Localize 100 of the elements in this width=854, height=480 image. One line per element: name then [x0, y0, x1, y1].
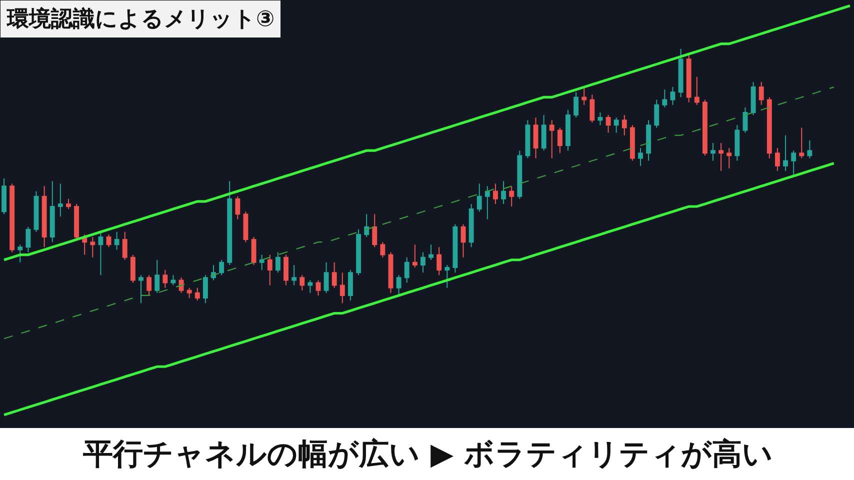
candlestick: [284, 254, 288, 286]
candlestick: [170, 274, 176, 286]
candlestick: [468, 203, 474, 248]
candlestick: [428, 244, 434, 260]
candlestick: [774, 148, 780, 172]
candlestick: [718, 142, 724, 172]
candlestick: [750, 81, 756, 116]
candlestick: [517, 150, 522, 200]
candlestick: [702, 99, 708, 156]
candlestick: [26, 226, 31, 253]
candlestick: [493, 183, 498, 204]
candlestick: [533, 117, 538, 159]
candlestick: [452, 224, 458, 274]
candlestick: [219, 259, 224, 276]
candlestick: [356, 228, 361, 276]
candlestick: [549, 120, 554, 159]
candlestick: [436, 246, 442, 276]
candlestick: [541, 114, 546, 152]
candlestick: [622, 114, 627, 136]
candlestick: [66, 198, 71, 210]
candlestick: [380, 242, 386, 258]
candlestick: [34, 190, 39, 232]
candlestick: [525, 120, 530, 159]
candlestick: [98, 231, 104, 276]
candlestick: [42, 186, 47, 248]
candlestick: [154, 259, 160, 294]
candlestick: [275, 252, 280, 274]
candlestick: [574, 92, 579, 118]
chart-title: 環境認識によるメリット③: [6, 6, 275, 32]
candlestick: [566, 109, 570, 152]
candlestick: [662, 89, 668, 108]
candlestick: [582, 86, 587, 106]
candlestick: [324, 262, 329, 294]
candlestick: [670, 86, 676, 106]
candlestick: [726, 148, 732, 169]
candlestick: [783, 134, 788, 172]
candlestick: [388, 252, 394, 294]
candlestick: [606, 114, 611, 134]
candlestick: [509, 186, 514, 208]
candlestick: [807, 140, 812, 159]
candlestick: [734, 124, 740, 162]
candlestick: [364, 214, 370, 238]
candlestick: [758, 81, 764, 106]
candlestick: [58, 183, 63, 218]
candlestick: [557, 127, 562, 154]
candlestick: [50, 180, 55, 243]
candlestick: [799, 127, 804, 159]
candlestick: [332, 262, 337, 288]
candlestick: [412, 244, 418, 268]
candlestick: [162, 270, 168, 288]
candlestick: [420, 252, 426, 274]
candlestick: [678, 48, 684, 98]
candlestick: [404, 256, 410, 284]
candlestick: [178, 277, 184, 294]
candlestick: [598, 112, 603, 126]
candlestick: [146, 274, 152, 296]
candlestick: [694, 76, 700, 106]
candlestick: [630, 124, 635, 162]
candlestick: [267, 254, 272, 286]
candlestick: [259, 254, 264, 271]
candlestick: [186, 287, 192, 298]
text: 平行チャネルの幅が広い ▶ ボラティリティが高い: [82, 437, 773, 472]
candlestick: [372, 214, 378, 248]
candlestick: [122, 231, 128, 260]
candlestick: [227, 180, 232, 266]
candlestick: [501, 180, 506, 204]
candlestick: [251, 236, 256, 266]
candlestick: [766, 96, 772, 159]
candlestick: [130, 254, 136, 284]
candlestick: [243, 211, 248, 243]
candlestick: [654, 99, 660, 128]
candlestick: [114, 231, 120, 250]
candlestick: [484, 186, 490, 220]
candlestick: [686, 54, 692, 103]
candlestick: [90, 236, 96, 258]
candlestick: [348, 270, 353, 302]
candlestick: [742, 106, 748, 134]
candlestick: [638, 148, 643, 166]
candlestick: [614, 117, 619, 134]
candlestick: [202, 274, 208, 304]
candlestick: [106, 234, 112, 248]
candlestick: [460, 224, 466, 258]
candlestick: [2, 178, 6, 215]
candlestick: [476, 183, 482, 212]
candlestick: [194, 287, 200, 302]
candlestick: [791, 150, 796, 177]
candlestick: [235, 196, 240, 220]
candlestick: [646, 120, 652, 162]
candlestick: [340, 272, 345, 304]
candlestick: [74, 203, 80, 240]
candlestick: [444, 264, 450, 288]
candlestick: [710, 142, 716, 162]
candlestick: [300, 274, 305, 291]
candlestick: [590, 94, 595, 124]
candlestick: [396, 274, 402, 296]
candlestick: [10, 183, 15, 253]
candlestick: [308, 280, 313, 294]
candlestick: [292, 264, 297, 286]
candlestick: [18, 244, 23, 263]
candlestick: [316, 280, 321, 296]
